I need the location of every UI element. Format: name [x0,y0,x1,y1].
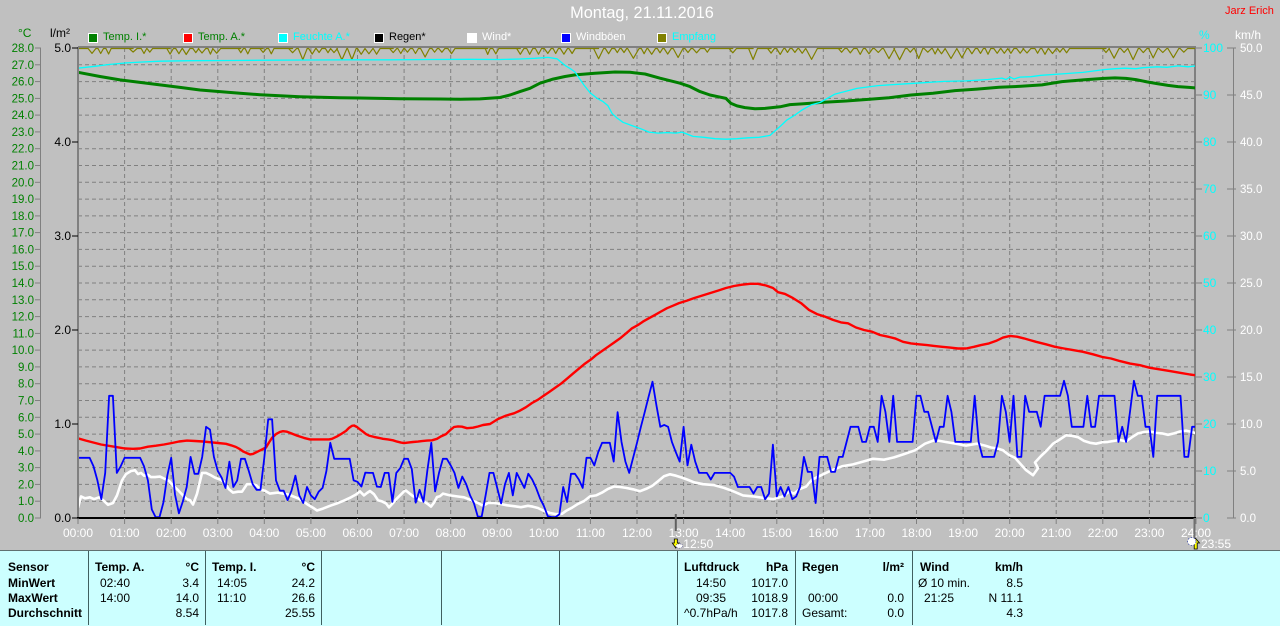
svg-text:1.0: 1.0 [18,496,34,508]
svg-text:7.0: 7.0 [18,396,34,408]
svg-text:30: 30 [1203,370,1217,384]
svg-text:14:00: 14:00 [715,526,745,540]
svg-text:0.0: 0.0 [1240,513,1256,525]
svg-text:50.0: 50.0 [1240,43,1262,55]
svg-text:23:00: 23:00 [1134,526,1164,540]
svg-text:80: 80 [1203,135,1217,149]
svg-text:22.0: 22.0 [12,144,34,156]
svg-text:05:00: 05:00 [296,526,326,540]
svg-text:3.0: 3.0 [18,463,34,475]
svg-text:02:00: 02:00 [156,526,186,540]
svg-text:15:00: 15:00 [762,526,792,540]
svg-text:10: 10 [1203,464,1217,478]
svg-text:2.0: 2.0 [54,323,71,337]
svg-text:22:00: 22:00 [1088,526,1118,540]
svg-text:03:00: 03:00 [203,526,233,540]
svg-text:21:00: 21:00 [1041,526,1071,540]
svg-text:20:00: 20:00 [995,526,1025,540]
svg-text:50: 50 [1203,276,1217,290]
svg-text:60: 60 [1203,229,1217,243]
svg-text:18.0: 18.0 [12,211,34,223]
svg-text:23:55: 23:55 [1201,537,1231,551]
svg-text:0.0: 0.0 [18,513,34,525]
svg-text:9.0: 9.0 [18,362,34,374]
svg-text:40.0: 40.0 [1240,137,1262,149]
svg-text:17:00: 17:00 [855,526,885,540]
svg-text:45.0: 45.0 [1240,90,1262,102]
svg-text:15.0: 15.0 [1240,372,1262,384]
svg-text:23.0: 23.0 [12,127,34,139]
svg-text:04:00: 04:00 [249,526,279,540]
svg-text:00:00: 00:00 [63,526,93,540]
svg-text:14.0: 14.0 [12,278,34,290]
svg-text:12.0: 12.0 [12,312,34,324]
svg-text:3.0: 3.0 [54,229,71,243]
svg-text:12:00: 12:00 [622,526,652,540]
svg-text:5.0: 5.0 [1240,466,1256,478]
svg-text:4.0: 4.0 [18,446,34,458]
svg-text:100: 100 [1203,41,1223,55]
svg-text:25.0: 25.0 [12,93,34,105]
svg-text:17.0: 17.0 [12,228,34,240]
svg-text:5.0: 5.0 [18,429,34,441]
svg-text:26.0: 26.0 [12,77,34,89]
svg-text:21.0: 21.0 [12,161,34,173]
svg-text:25.0: 25.0 [1240,278,1262,290]
svg-text:27.0: 27.0 [12,60,34,72]
svg-text:18:00: 18:00 [901,526,931,540]
svg-text:6.0: 6.0 [18,412,34,424]
svg-text:16.0: 16.0 [12,244,34,256]
svg-text:15.0: 15.0 [12,261,34,273]
svg-text:10.0: 10.0 [1240,419,1262,431]
svg-text:20.0: 20.0 [1240,325,1262,337]
svg-text:0: 0 [1203,511,1210,525]
svg-text:06:00: 06:00 [342,526,372,540]
svg-text:12:50: 12:50 [683,537,713,551]
svg-text:01:00: 01:00 [110,526,140,540]
svg-text:24:00: 24:00 [1181,526,1211,540]
svg-text:2.0: 2.0 [18,479,34,491]
svg-text:09:00: 09:00 [482,526,512,540]
svg-text:16:00: 16:00 [808,526,838,540]
svg-text:35.0: 35.0 [1240,184,1262,196]
svg-text:5.0: 5.0 [54,41,71,55]
svg-text:1.0: 1.0 [54,417,71,431]
svg-text:40: 40 [1203,323,1217,337]
svg-text:10.0: 10.0 [12,345,34,357]
svg-text:08:00: 08:00 [436,526,466,540]
svg-text:11.0: 11.0 [12,328,34,340]
svg-text:8.0: 8.0 [18,379,34,391]
svg-text:70: 70 [1203,182,1217,196]
svg-text:10:00: 10:00 [529,526,559,540]
svg-text:13.0: 13.0 [12,295,34,307]
svg-text:28.0: 28.0 [12,43,34,55]
svg-text:90: 90 [1203,88,1217,102]
svg-text:4.0: 4.0 [54,135,71,149]
svg-text:0.0: 0.0 [54,511,71,525]
svg-text:19:00: 19:00 [948,526,978,540]
svg-text:19.0: 19.0 [12,194,34,206]
svg-text:20: 20 [1203,417,1217,431]
svg-text:30.0: 30.0 [1240,231,1262,243]
svg-text:20.0: 20.0 [12,177,34,189]
svg-text:07:00: 07:00 [389,526,419,540]
svg-text:24.0: 24.0 [12,110,34,122]
svg-text:11:00: 11:00 [576,526,605,540]
